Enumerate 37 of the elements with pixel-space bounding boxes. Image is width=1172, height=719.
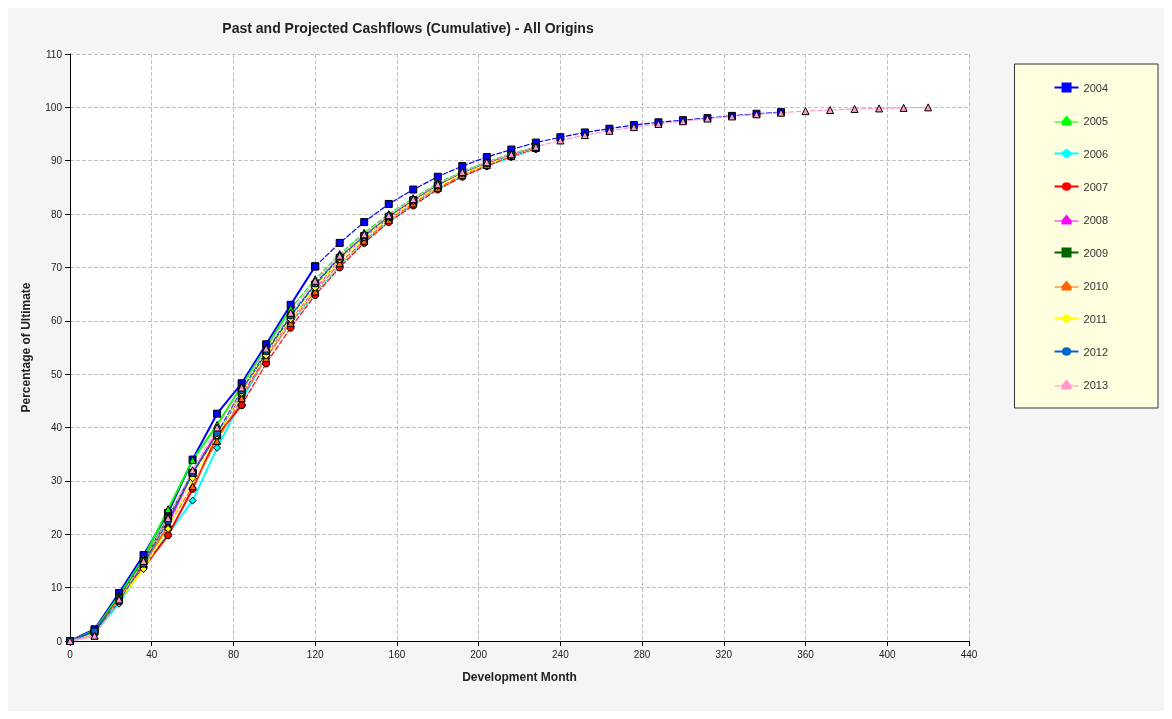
- y-tick-label: 40: [50, 422, 63, 434]
- y-axis-title: Percentage of Ultimate: [19, 282, 33, 413]
- x-tick-label: 320: [715, 648, 733, 660]
- x-tick-label: 0: [67, 648, 74, 660]
- y-tick-label: 30: [50, 475, 63, 487]
- x-tick-label: 240: [552, 648, 570, 660]
- y-tick-label: 70: [50, 261, 63, 273]
- y-tick-label: 100: [45, 101, 63, 113]
- legend-label: 2005: [1083, 114, 1109, 127]
- y-tick-label: 0: [56, 635, 63, 647]
- x-tick-label: 280: [633, 648, 651, 660]
- y-tick-label: 110: [46, 48, 63, 60]
- x-tick-label: 360: [797, 648, 815, 660]
- chart-title: Past and Projected Cashflows (Cumulative) - All Origins: [222, 20, 594, 36]
- y-tick-label: 50: [50, 368, 63, 380]
- legend-label: 2004: [1083, 81, 1109, 94]
- x-tick-label: 440: [960, 648, 978, 660]
- y-tick-label: 20: [50, 528, 63, 540]
- x-axis-title: Development Month: [462, 670, 577, 684]
- legend-label: 2012: [1083, 345, 1109, 358]
- y-tick-label: 10: [50, 582, 63, 594]
- legend-label: 2009: [1083, 246, 1109, 259]
- y-tick-label: 90: [50, 155, 63, 167]
- x-tick-label: 200: [470, 648, 488, 660]
- x-tick-label: 400: [878, 648, 897, 660]
- x-tick-label: 80: [227, 648, 240, 660]
- x-tick-label: 160: [388, 648, 406, 660]
- x-tick-label: 120: [306, 648, 324, 660]
- legend-label: 2010: [1083, 279, 1109, 292]
- x-tick-label: 40: [146, 648, 158, 660]
- legend-label: 2011: [1083, 312, 1108, 325]
- legend-label: 2008: [1083, 213, 1109, 226]
- legend-label: 2006: [1083, 147, 1109, 160]
- y-tick-label: 60: [50, 315, 63, 327]
- y-tick-label: 80: [50, 208, 63, 220]
- legend-label: 2013: [1083, 378, 1109, 391]
- legend-label: 2007: [1083, 180, 1109, 193]
